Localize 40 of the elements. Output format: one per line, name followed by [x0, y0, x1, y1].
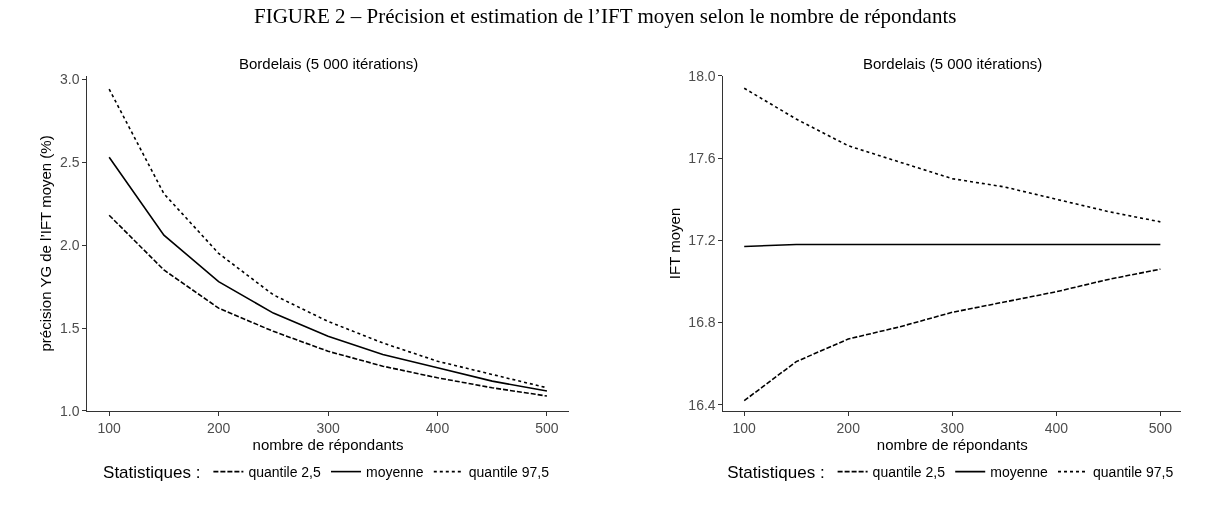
legend-label: moyenne — [365, 464, 424, 481]
y-tick-label: 3.0 — [60, 71, 80, 88]
x-tick-label: 300 — [316, 419, 340, 436]
chart-title: Bordelais (5 000 itérations) — [863, 55, 1043, 72]
x-axis-title: nombre de répondants — [252, 435, 404, 453]
line-series — [108, 214, 548, 397]
chart-title: Bordelais (5 000 itérations) — [239, 55, 419, 72]
line-series — [743, 87, 1162, 223]
x-tick-label: 300 — [940, 419, 965, 436]
y-tick-label: 18.0 — [688, 67, 716, 84]
y-tick-label: 16.8 — [688, 314, 716, 331]
y-tick-label: 1.5 — [60, 319, 80, 336]
legend-title: Statistiques : — [727, 463, 825, 483]
y-tick-label: 1.0 — [60, 402, 80, 419]
y-tick-label: 2.0 — [60, 236, 80, 253]
legend-label: quantile 97,5 — [468, 464, 550, 481]
legend-label: quantile 2,5 — [248, 464, 321, 481]
line-series — [743, 268, 1162, 402]
x-tick-label: 200 — [206, 419, 231, 436]
legend-label: quantile 2,5 — [872, 464, 946, 481]
y-tick-label: 17.6 — [688, 150, 716, 167]
x-tick-label: 100 — [97, 419, 122, 436]
line-series — [108, 88, 548, 389]
legend-title: Statistiques : — [103, 463, 201, 483]
x-tick-label: 400 — [425, 419, 450, 436]
x-tick-label: 500 — [535, 419, 559, 436]
x-tick-label: 200 — [836, 419, 861, 436]
y-tick-label: 17.2 — [688, 232, 716, 249]
y-tick-label: 16.4 — [688, 396, 716, 413]
y-axis-title: IFT moyen — [665, 207, 683, 280]
y-tick-label: 2.5 — [60, 154, 80, 171]
x-axis-title: nombre de répondants — [876, 435, 1028, 453]
y-axis-title: précision YG de l’IFT moyen (%) — [37, 135, 55, 352]
x-tick-label: 500 — [1148, 419, 1173, 436]
legend-label: quantile 97,5 — [1093, 464, 1174, 481]
x-tick-label: 100 — [732, 419, 757, 436]
x-tick-label: 400 — [1044, 419, 1069, 436]
caption: FIGURE 2 – Précision et estimation de l’IFT moyen selon le nombre de répondants — [254, 4, 957, 28]
line-series — [108, 156, 548, 392]
legend-label: moyenne — [990, 464, 1049, 481]
